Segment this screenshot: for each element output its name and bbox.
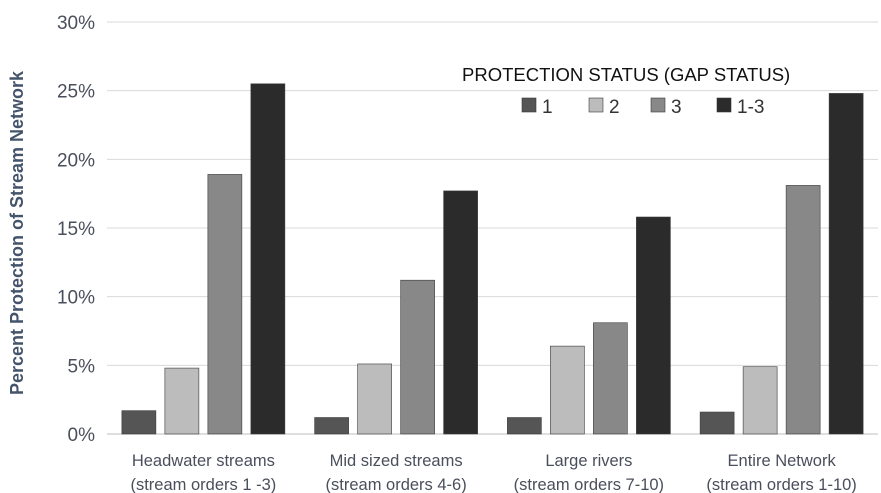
bar xyxy=(357,363,392,435)
bar xyxy=(207,174,243,435)
legend-label: 1 xyxy=(542,97,553,118)
bar xyxy=(636,216,671,435)
legend-swatch xyxy=(521,97,537,113)
bar xyxy=(550,345,585,435)
y-tick-label: 30% xyxy=(57,13,95,34)
legend-label: 2 xyxy=(609,97,620,118)
x-category-label: Large rivers (stream orders 7-10) xyxy=(514,452,664,493)
bar xyxy=(250,83,286,435)
legend-items: 1 2 3 1-3 xyxy=(521,97,764,118)
bar xyxy=(314,417,349,435)
y-tick-label: 20% xyxy=(57,150,95,171)
bar xyxy=(121,410,157,435)
bar xyxy=(742,366,778,435)
legend-label: 1-3 xyxy=(737,97,764,118)
bar xyxy=(699,411,735,435)
y-tick-label: 10% xyxy=(57,288,95,309)
legend-label: 3 xyxy=(671,97,682,118)
x-category-label: Mid sized streams (stream orders 4-6) xyxy=(326,452,467,493)
x-category-label: Headwater streams (stream orders 1 -3) xyxy=(130,452,276,493)
bar xyxy=(164,367,200,435)
y-tick-labels: 0% 5% 10% 15% 20% 25% 30% xyxy=(57,13,95,446)
x-category-labels: Headwater streams (stream orders 1 -3) Mid… xyxy=(130,452,856,493)
bars xyxy=(121,83,864,435)
legend-title: PROTECTION STATUS (GAP STATUS) xyxy=(462,64,790,85)
y-tick-label: 0% xyxy=(68,425,96,446)
legend: PROTECTION STATUS (GAP STATUS) 1 2 3 1-3 xyxy=(462,64,790,118)
bar xyxy=(507,417,542,435)
bar xyxy=(828,93,864,435)
y-tick-label: 25% xyxy=(57,82,95,103)
y-tick-label: 5% xyxy=(68,356,96,377)
legend-swatch xyxy=(716,97,732,113)
bar xyxy=(400,279,435,435)
bar xyxy=(443,190,478,435)
bar xyxy=(785,185,821,435)
legend-swatch xyxy=(650,97,666,113)
legend-swatch xyxy=(588,97,604,113)
y-tick-label: 15% xyxy=(57,219,95,240)
bar xyxy=(593,322,628,435)
y-axis-label: Percent Protection of Stream Network xyxy=(7,70,27,395)
x-category-label: Entire Network (stream orders 1-10) xyxy=(706,452,856,493)
